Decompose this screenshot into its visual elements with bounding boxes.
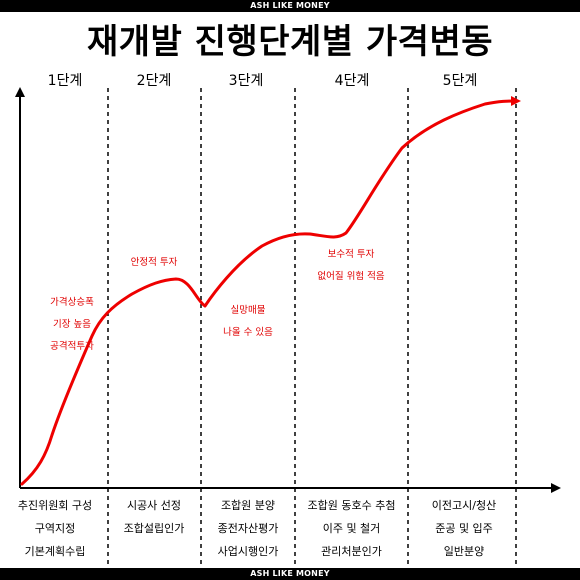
annotation-line: 실망매물 (230, 305, 266, 316)
top-banner: ASH LIKE MONEY (0, 0, 580, 12)
phase-item: 일반분양 (443, 545, 485, 558)
annotation-line: 가격상승폭 (50, 297, 94, 308)
phase-col-3: 조합원 분양 종전자산평가 사업시행인가 (198, 494, 298, 563)
phase-item: 추진위원회 구성 (17, 499, 93, 512)
price-curve (20, 96, 521, 486)
phase-item: 준공 및 입주 (435, 522, 493, 535)
phase-item: 시공사 선정 (126, 499, 182, 512)
phase-item: 조합설립인가 (123, 522, 185, 535)
phase-item: 관리처분인가 (321, 545, 382, 558)
bottom-banner: ASH LIKE MONEY (0, 568, 580, 580)
phase-col-5: 이전고시/청산 준공 및 입주 일반분양 (408, 494, 520, 563)
phase-item: 이전고시/청산 (431, 499, 497, 512)
annotation-line: 나올 수 있음 (223, 327, 273, 338)
phase-col-1: 추진위원회 구성 구역지정 기본계획수립 (5, 494, 105, 563)
phase-item: 사업시행인가 (217, 545, 279, 558)
phase-item: 조합원 동호수 추첨 (307, 499, 396, 512)
annotation-line: 기장 높음 (53, 319, 91, 330)
annotation-stage2: 안정적 투자 (104, 252, 204, 274)
phase-item: 종전자산평가 (217, 522, 279, 535)
stage-label-4: 4단계 (334, 73, 370, 89)
phase-col-4: 조합원 동호수 추첨 이주 및 철거 관리처분인가 (295, 494, 408, 563)
phase-item: 이주 및 철거 (322, 522, 381, 535)
annotation-line: 공격적투자 (50, 341, 94, 352)
phase-item: 조합원 분양 (220, 499, 276, 512)
stage-label-2: 2단계 (136, 73, 172, 89)
phase-item: 기본계획수립 (24, 545, 86, 558)
annotation-stage4: 보수적 투자 없어질 위험 적음 (295, 244, 407, 288)
phase-item: 구역지정 (34, 522, 76, 535)
phase-col-2: 시공사 선정 조합설립인가 (104, 494, 204, 540)
stage-label-5: 5단계 (442, 73, 478, 89)
annotation-line: 안정적 투자 (130, 257, 178, 268)
annotation-stage1: 가격상승폭 기장 높음 공격적투자 (22, 292, 122, 358)
annotation-line: 보수적 투자 (327, 249, 375, 260)
stage-label-1: 1단계 (47, 73, 83, 89)
annotation-stage3: 실망매물 나올 수 있음 (198, 300, 298, 344)
annotation-line: 없어질 위험 적음 (317, 271, 385, 282)
page-title: 재개발 진행단계별 가격변동 (86, 22, 494, 62)
stage-label-3: 3단계 (228, 73, 264, 89)
